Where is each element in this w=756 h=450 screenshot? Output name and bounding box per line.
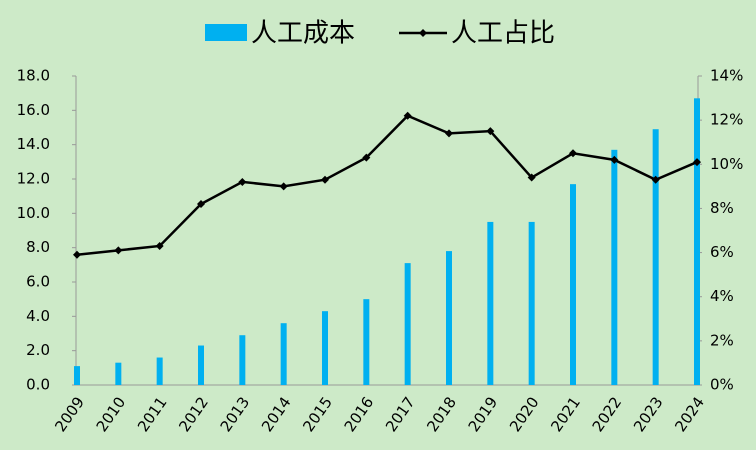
marker <box>610 155 619 164</box>
bar <box>694 98 700 386</box>
y2-tick-label: 0% <box>710 376 734 394</box>
y2-tick-label: 14% <box>710 67 743 85</box>
bar <box>363 299 370 385</box>
bar <box>611 149 618 385</box>
y-tick-label: 10.0 <box>17 204 50 222</box>
marker <box>486 127 495 136</box>
line <box>76 114 698 257</box>
y2-tick-label: 6% <box>710 243 734 261</box>
y2-tick-label: 4% <box>710 287 734 305</box>
bar <box>239 335 246 385</box>
bar <box>74 366 80 385</box>
bar <box>487 221 494 385</box>
bar <box>198 345 204 385</box>
bar <box>156 357 163 385</box>
y-tick-label: 4.0 <box>26 307 50 325</box>
bar <box>115 362 122 385</box>
marker <box>527 173 536 182</box>
y-tick-label: 8.0 <box>26 238 50 256</box>
y-tick-label: 0.0 <box>26 376 50 394</box>
y2-tick-label: 10% <box>710 155 743 173</box>
y-tick-label: 16.0 <box>17 101 50 119</box>
marker <box>445 129 453 138</box>
legend-label: 人工成本 <box>251 19 355 49</box>
bar <box>652 129 659 385</box>
y-tick-label: 2.0 <box>26 341 50 359</box>
bar <box>280 323 287 385</box>
bar <box>528 221 535 385</box>
marker <box>321 175 329 184</box>
marker <box>197 200 205 209</box>
bar <box>570 184 576 385</box>
marker <box>693 158 701 167</box>
y-tick-label: 12.0 <box>17 170 50 188</box>
marker <box>362 153 371 162</box>
y2-tick-label: 12% <box>710 111 743 129</box>
marker <box>569 149 577 158</box>
bar <box>404 263 411 385</box>
marker <box>73 250 81 259</box>
marker <box>279 182 288 191</box>
y-tick-label: 14.0 <box>17 135 50 153</box>
legend-swatch <box>419 29 427 37</box>
legend-swatch <box>205 24 247 41</box>
y2-tick-label: 8% <box>710 199 734 217</box>
y2-tick-label: 2% <box>710 331 734 349</box>
bar <box>322 311 328 385</box>
bar <box>446 251 452 385</box>
legend-label: 人工占比 <box>451 19 555 49</box>
marker <box>155 241 164 250</box>
marker <box>238 177 247 186</box>
y-tick-label: 6.0 <box>26 273 50 291</box>
marker <box>403 111 412 120</box>
y-tick-label: 18.0 <box>17 67 50 85</box>
marker <box>651 175 660 184</box>
marker <box>114 246 123 255</box>
